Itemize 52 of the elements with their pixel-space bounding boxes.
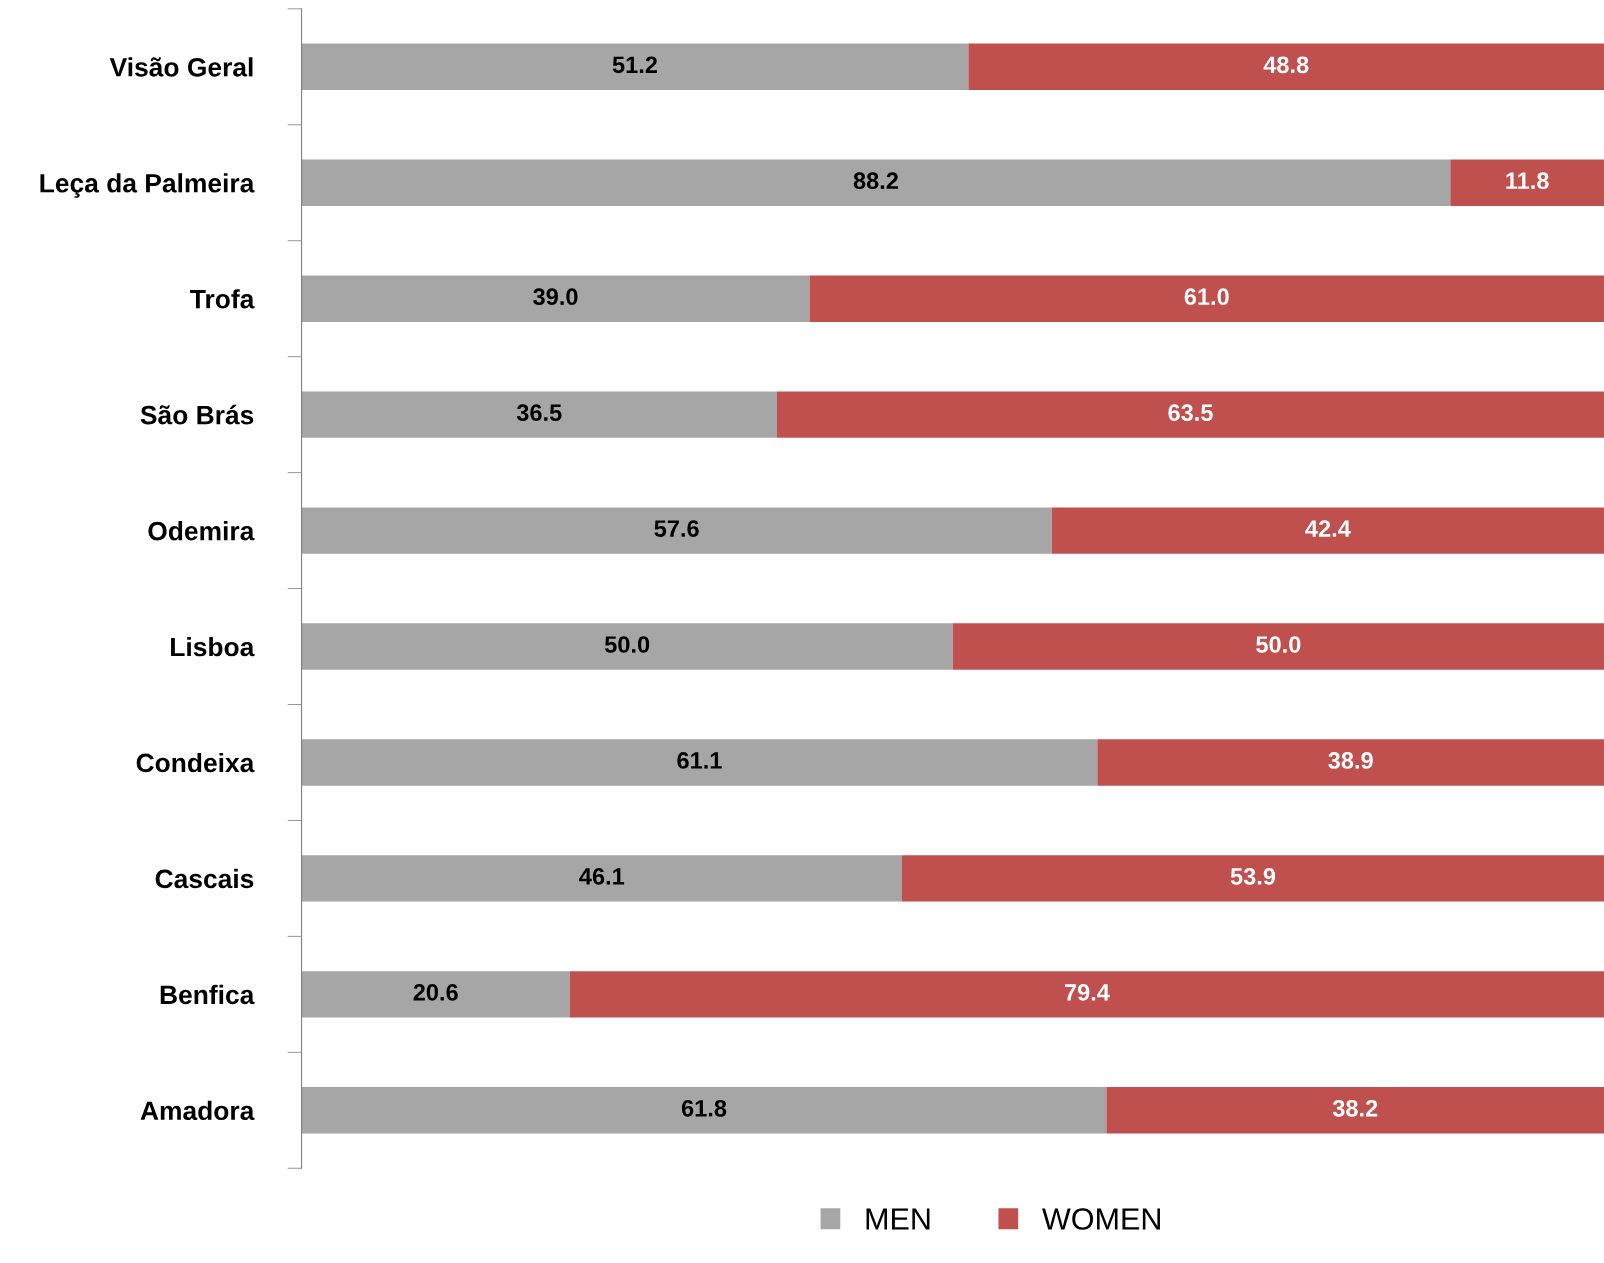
data-label: 57.6 [654, 520, 699, 537]
data-label: 63.5 [1168, 404, 1213, 422]
data-label: 42.4 [1305, 520, 1351, 537]
y-tick-label: Leça da Palmeira [40, 173, 255, 198]
y-tick-label: Visão Geral [109, 57, 253, 77]
bar [301, 855, 902, 902]
bar [301, 159, 1451, 206]
data-label: 50.0 [604, 636, 650, 653]
bar [1051, 507, 1604, 554]
bar [301, 391, 777, 438]
legend-label: MEN [866, 1208, 930, 1230]
y-tick-label: Lisboa [171, 636, 255, 657]
bar [301, 507, 1052, 554]
data-label: 11.8 [1506, 172, 1549, 190]
bar [301, 739, 1098, 786]
data-label: 36.5 [516, 404, 562, 422]
bar [776, 391, 1604, 438]
bar [952, 623, 1604, 670]
bar [901, 855, 1604, 902]
data-label: 20.6 [413, 983, 458, 1001]
y-tick-label: Odemira [148, 521, 255, 541]
data-label: 61.0 [1184, 288, 1229, 306]
data-label: 53.9 [1230, 868, 1276, 885]
bar [1450, 159, 1604, 206]
bar [301, 623, 953, 670]
data-label: 38.9 [1328, 752, 1373, 769]
y-tick-label: Condeixa [136, 752, 255, 773]
bar [301, 275, 810, 322]
data-label: 88.2 [853, 172, 898, 190]
data-label: 51.2 [612, 56, 658, 74]
y-tick-label: São Brás [140, 404, 254, 425]
data-label: 48.8 [1263, 56, 1309, 74]
data-label: 38.2 [1332, 1099, 1378, 1117]
y-tick-label: Benfica [160, 984, 255, 1005]
bar [968, 43, 1604, 90]
bar [1106, 1087, 1604, 1134]
data-label: 61.8 [681, 1099, 727, 1117]
bar [301, 1087, 1107, 1134]
y-tick-label: Trofa [190, 289, 255, 309]
y-tick-label: Amadora [140, 1100, 255, 1121]
bar [301, 971, 570, 1018]
data-label: 46.1 [579, 868, 625, 885]
data-label: 50.0 [1256, 636, 1301, 653]
bar [809, 275, 1604, 322]
bar [569, 971, 1604, 1018]
data-label: 61.1 [677, 752, 722, 769]
bar [301, 43, 969, 90]
bar [1097, 739, 1604, 786]
data-label: 79.4 [1064, 983, 1110, 1001]
data-label: 39.0 [533, 288, 578, 306]
legend-label: WOMEN [1042, 1208, 1160, 1230]
y-tick-label: Cascais [155, 868, 254, 889]
